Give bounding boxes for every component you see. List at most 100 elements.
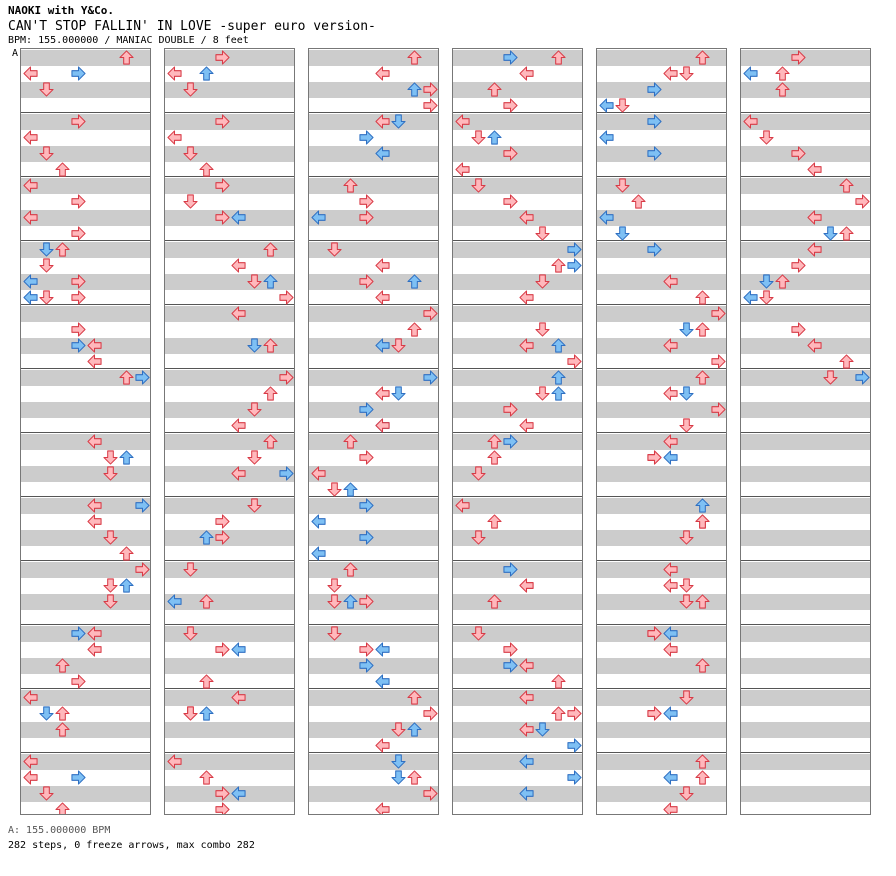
step-arrow-down-icon	[183, 194, 198, 209]
measure-line	[309, 560, 438, 561]
measure-line	[309, 176, 438, 177]
step-arrow-left-icon	[231, 642, 246, 657]
step-arrow-right-icon	[215, 178, 230, 193]
measure-line	[21, 624, 150, 625]
step-arrow-down-icon	[615, 98, 630, 113]
step-arrow-left-icon	[663, 706, 678, 721]
chart-column-6	[740, 48, 871, 815]
beat-band	[165, 146, 294, 162]
step-arrow-left-icon	[311, 210, 326, 225]
step-arrow-right-icon	[647, 242, 662, 257]
beat-band	[453, 370, 582, 386]
step-arrow-up-icon	[55, 706, 70, 721]
step-arrow-up-icon	[343, 178, 358, 193]
beat-band	[453, 658, 582, 674]
step-arrow-left-icon	[87, 498, 102, 513]
step-arrow-right-icon	[503, 194, 518, 209]
step-arrow-down-icon	[103, 578, 118, 593]
step-arrow-down-icon	[471, 530, 486, 545]
step-arrow-left-icon	[599, 98, 614, 113]
step-arrow-right-icon	[135, 498, 150, 513]
step-arrow-left-icon	[87, 354, 102, 369]
beat-band	[165, 402, 294, 418]
step-arrow-right-icon	[71, 66, 86, 81]
beat-band	[165, 466, 294, 482]
step-arrow-right-icon	[567, 770, 582, 785]
step-arrow-down-icon	[391, 114, 406, 129]
beat-band	[597, 562, 726, 578]
beat-band	[453, 242, 582, 258]
step-arrow-down-icon	[615, 226, 630, 241]
beat-band	[453, 146, 582, 162]
step-arrow-left-icon	[599, 130, 614, 145]
beat-band	[453, 594, 582, 610]
beat-band	[309, 658, 438, 674]
beat-band	[741, 210, 870, 226]
step-arrow-up-icon	[407, 722, 422, 737]
step-arrow-up-icon	[199, 162, 214, 177]
measure-line	[597, 112, 726, 113]
beat-band	[309, 50, 438, 66]
step-arrow-up-icon	[199, 66, 214, 81]
step-arrow-left-icon	[519, 290, 534, 305]
step-arrow-right-icon	[423, 98, 438, 113]
beat-band	[453, 530, 582, 546]
step-arrow-left-icon	[663, 338, 678, 353]
step-arrow-left-icon	[375, 738, 390, 753]
step-arrow-down-icon	[759, 130, 774, 145]
measure-line	[165, 496, 294, 497]
beat-band	[741, 82, 870, 98]
step-arrow-left-icon	[519, 66, 534, 81]
step-arrow-up-icon	[695, 498, 710, 513]
beat-band	[741, 466, 870, 482]
step-arrow-left-icon	[231, 786, 246, 801]
measure-line	[597, 752, 726, 753]
measure-line	[309, 688, 438, 689]
measure-line	[453, 304, 582, 305]
measure-line	[21, 112, 150, 113]
step-arrow-right-icon	[71, 674, 86, 689]
step-arrow-up-icon	[551, 674, 566, 689]
beat-band	[21, 658, 150, 674]
step-arrow-up-icon	[119, 546, 134, 561]
step-arrow-left-icon	[663, 642, 678, 657]
step-arrow-right-icon	[359, 658, 374, 673]
step-arrow-right-icon	[215, 114, 230, 129]
step-arrow-down-icon	[535, 722, 550, 737]
beat-band	[165, 338, 294, 354]
step-arrow-left-icon	[519, 210, 534, 225]
step-arrow-left-icon	[167, 594, 182, 609]
beat-band	[597, 274, 726, 290]
step-arrow-left-icon	[167, 130, 182, 145]
step-arrow-up-icon	[55, 162, 70, 177]
beat-band	[21, 178, 150, 194]
measure-line	[165, 240, 294, 241]
step-arrow-down-icon	[391, 386, 406, 401]
beat-band	[165, 178, 294, 194]
measure-line	[309, 624, 438, 625]
step-arrow-left-icon	[231, 210, 246, 225]
beat-band	[309, 530, 438, 546]
step-stats: 282 steps, 0 freeze arrows, max combo 28…	[8, 840, 255, 851]
beat-band	[453, 114, 582, 130]
beat-band	[309, 338, 438, 354]
step-arrow-down-icon	[759, 274, 774, 289]
step-arrow-up-icon	[775, 82, 790, 97]
step-arrow-right-icon	[423, 370, 438, 385]
beat-band	[165, 658, 294, 674]
step-arrow-down-icon	[679, 690, 694, 705]
step-arrow-up-icon	[407, 50, 422, 65]
beat-band	[165, 210, 294, 226]
step-arrow-right-icon	[503, 642, 518, 657]
beat-band	[741, 722, 870, 738]
beat-band	[741, 114, 870, 130]
step-arrow-left-icon	[663, 386, 678, 401]
measure-line	[597, 560, 726, 561]
beat-band	[597, 434, 726, 450]
step-arrow-up-icon	[695, 50, 710, 65]
measure-line	[309, 752, 438, 753]
beat-band	[741, 562, 870, 578]
beat-band	[597, 626, 726, 642]
step-arrow-left-icon	[663, 66, 678, 81]
beat-band	[21, 786, 150, 802]
